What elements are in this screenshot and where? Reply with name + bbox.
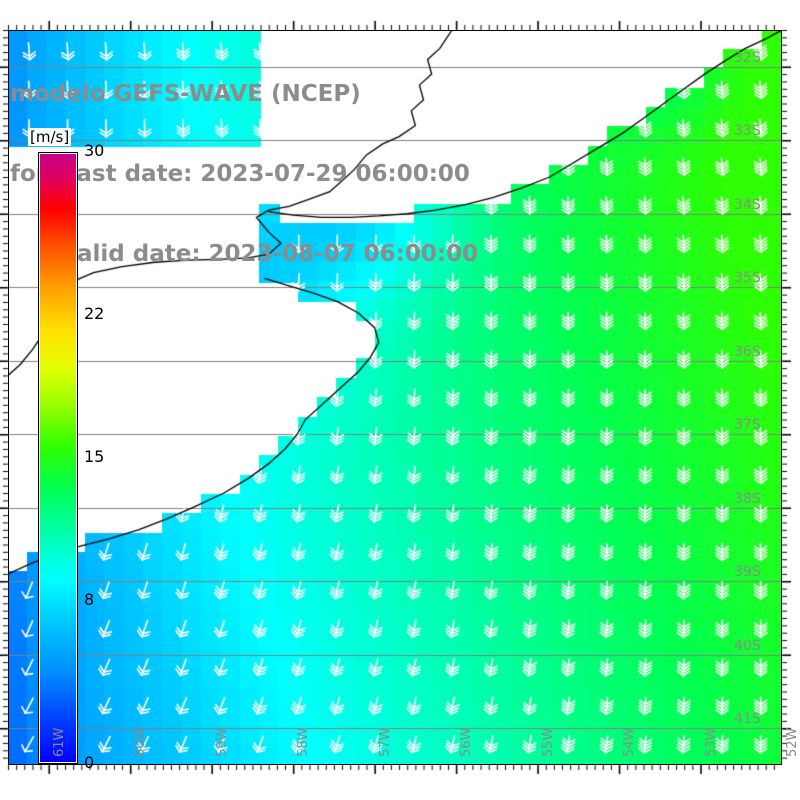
colorbar-tick-30: 30 [84,141,105,160]
latitude-label-38S: 38S [734,490,761,507]
longitude-label-53W: 53W [703,727,719,757]
colorbar-tick-22: 22 [84,304,105,324]
latitude-label-33S: 33S [734,123,761,140]
latitude-label-34S: 34S [734,196,761,213]
latitude-label-40S: 40S [734,637,761,654]
colorbar-tick-15: 15 [84,447,105,466]
longitude-label-61W: 61W [51,727,67,757]
colorbar [33,152,83,767]
longitude-label-60W: 60W [133,727,149,757]
longitude-label-57W: 57W [377,727,393,757]
title-valid-date: valid date: 2023-08-07 06:00:00 [62,241,479,268]
latitude-label-35S: 35S [734,270,761,287]
colorbar-units-label: [m/s] [28,128,72,146]
title-model-line: modelo GEFS-WAVE (NCEP) [10,81,361,108]
colorbar-tick-0: 0 [84,753,95,772]
latitude-label-32S: 32S [734,49,761,66]
colorbar-tick-8: 8 [84,589,95,609]
latitude-label-37S: 37S [734,417,761,434]
title-forecast-date: forecast date: 2023-07-29 06:00:00 [10,161,470,188]
map-title: modelo GEFS-WAVE (NCEP) forecast date: 2… [10,28,710,321]
longitude-label-56W: 56W [459,727,475,757]
latitude-label-41S: 41S [734,711,761,728]
latitude-label-36S: 36S [734,343,761,360]
longitude-label-58W: 58W [296,727,312,757]
longitude-label-55W: 55W [540,727,556,757]
colorbar-gradient [38,152,78,764]
longitude-label-59W: 59W [214,727,230,757]
longitude-label-52W: 52W [785,727,800,757]
latitude-label-39S: 39S [734,564,761,581]
longitude-label-54W: 54W [622,727,638,757]
